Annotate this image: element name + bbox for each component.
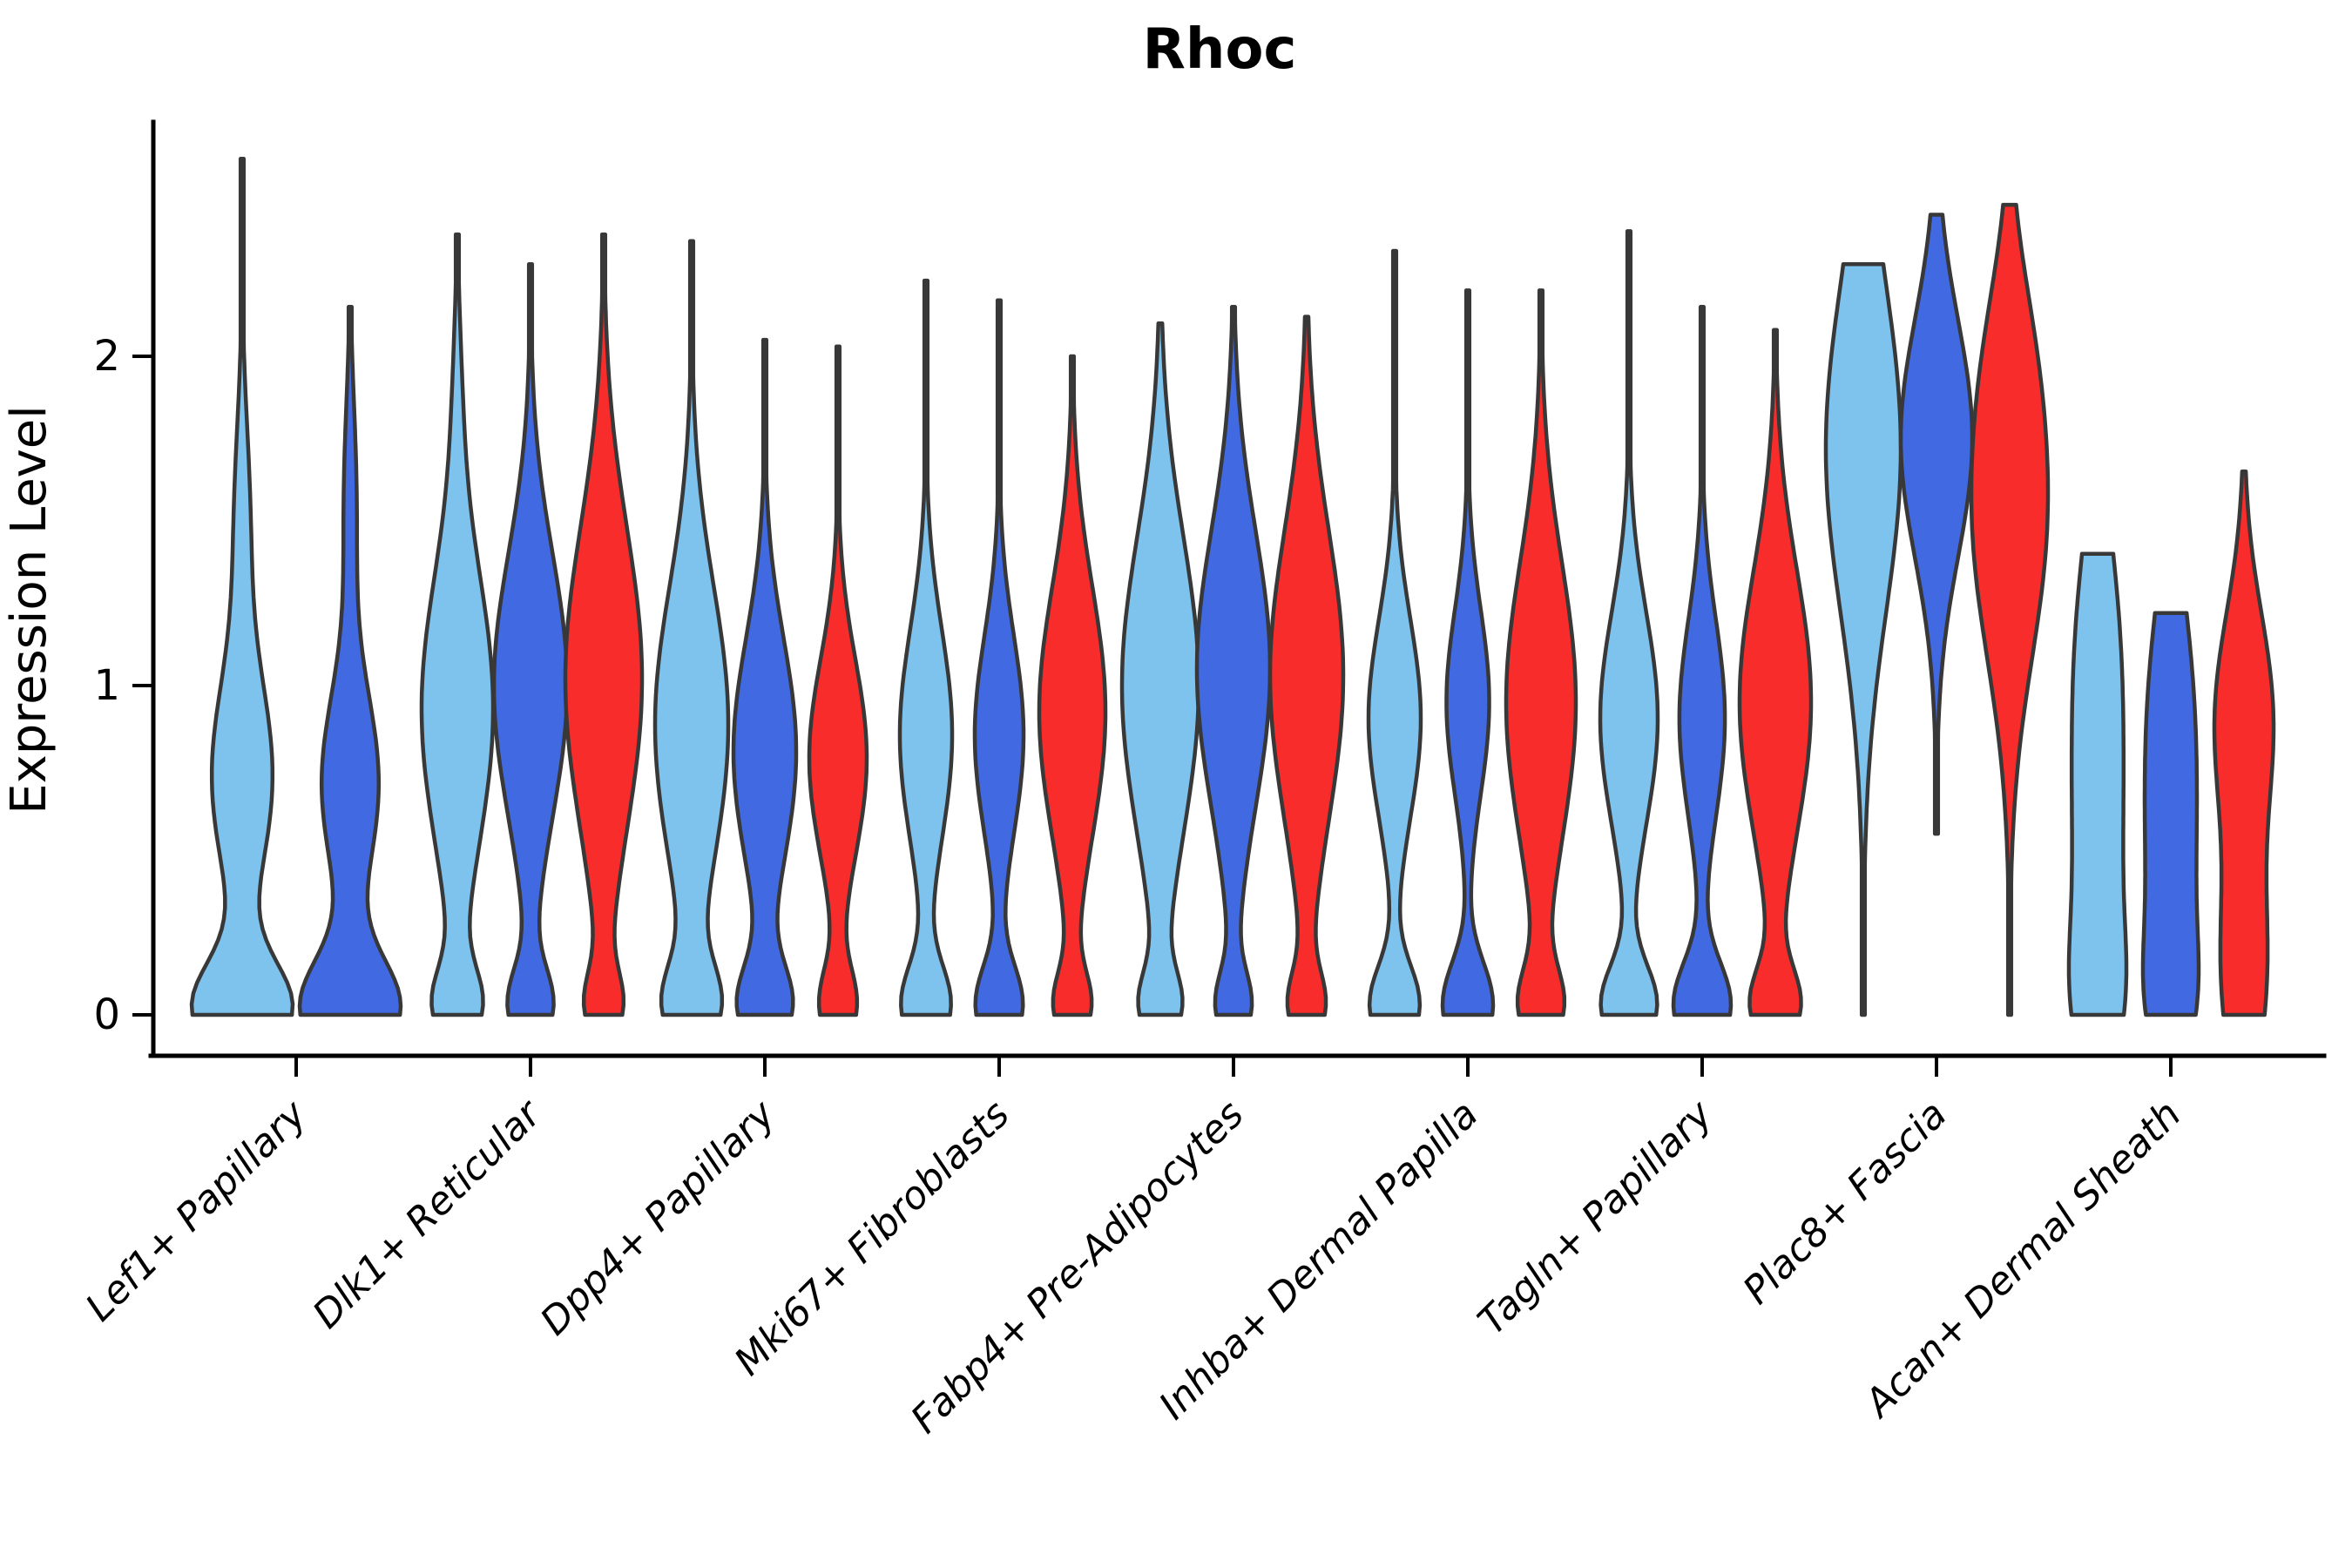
violin-plac8-fascia-skyblue xyxy=(1823,261,1903,1017)
y-tick-label-2: 2 xyxy=(93,332,120,381)
violin-dpp4-papillary-skyblue xyxy=(652,239,731,1017)
violin-dlk1-reticular-skyblue xyxy=(419,232,496,1017)
violin-tagln-papillary-red xyxy=(1737,328,1814,1017)
x-tick-label-dlk1-reticular: Dlk1+ Reticular xyxy=(304,1091,551,1337)
chart-title: Rhoc xyxy=(1143,17,1297,82)
violin-plac8-fascia-royalblue xyxy=(1898,213,1975,836)
x-tick-label-tagln-papillary: Tagln+ Papillary xyxy=(1470,1092,1721,1343)
violin-inhba-dermal-papilla-royalblue xyxy=(1440,288,1496,1017)
violin-acan-dermal-sheath-royalblue xyxy=(2140,611,2201,1017)
violins-layer xyxy=(189,156,2276,1017)
violin-mki67-fibroblasts-red xyxy=(1037,354,1108,1017)
violin-fabp4-pre-adipocytes-skyblue xyxy=(1119,321,1201,1017)
violin-lef1-papillary-royalblue xyxy=(297,305,403,1017)
violin-inhba-dermal-papilla-red xyxy=(1504,288,1578,1017)
y-tick-label-1: 1 xyxy=(93,661,120,710)
violin-lef1-papillary-skyblue xyxy=(189,156,295,1017)
x-tick-label-dpp4-papillary: Dpp4+ Papillary xyxy=(532,1092,785,1344)
violin-mki67-fibroblasts-royalblue xyxy=(972,298,1026,1017)
violin-plac8-fascia-red xyxy=(1969,202,2051,1017)
y-ticks: 0 1 2 xyxy=(93,332,153,1039)
x-tick-label-plac8-fascia: Plac8+ Fascia xyxy=(1734,1092,1955,1313)
violin-inhba-dermal-papilla-skyblue xyxy=(1366,248,1423,1017)
violin-fabp4-pre-adipocytes-red xyxy=(1267,314,1346,1017)
x-tick-label-lef1-papillary: Lef1+ Papillary xyxy=(78,1092,316,1330)
violin-acan-dermal-sheath-red xyxy=(2212,470,2276,1017)
violin-mki67-fibroblasts-skyblue xyxy=(897,278,955,1017)
violin-dlk1-reticular-red xyxy=(563,232,645,1017)
violin-dlk1-reticular-royalblue xyxy=(491,261,570,1017)
violin-dpp4-papillary-red xyxy=(807,344,869,1017)
violin-tagln-papillary-skyblue xyxy=(1598,229,1660,1017)
y-axis-label: Expression Level xyxy=(1,405,57,814)
y-tick-label-0: 0 xyxy=(93,990,120,1039)
violin-acan-dermal-sheath-skyblue xyxy=(2066,551,2129,1017)
violin-fabp4-pre-adipocytes-royalblue xyxy=(1194,305,1273,1017)
violin-dpp4-papillary-royalblue xyxy=(731,337,799,1017)
violin-tagln-papillary-royalblue xyxy=(1671,305,1734,1017)
